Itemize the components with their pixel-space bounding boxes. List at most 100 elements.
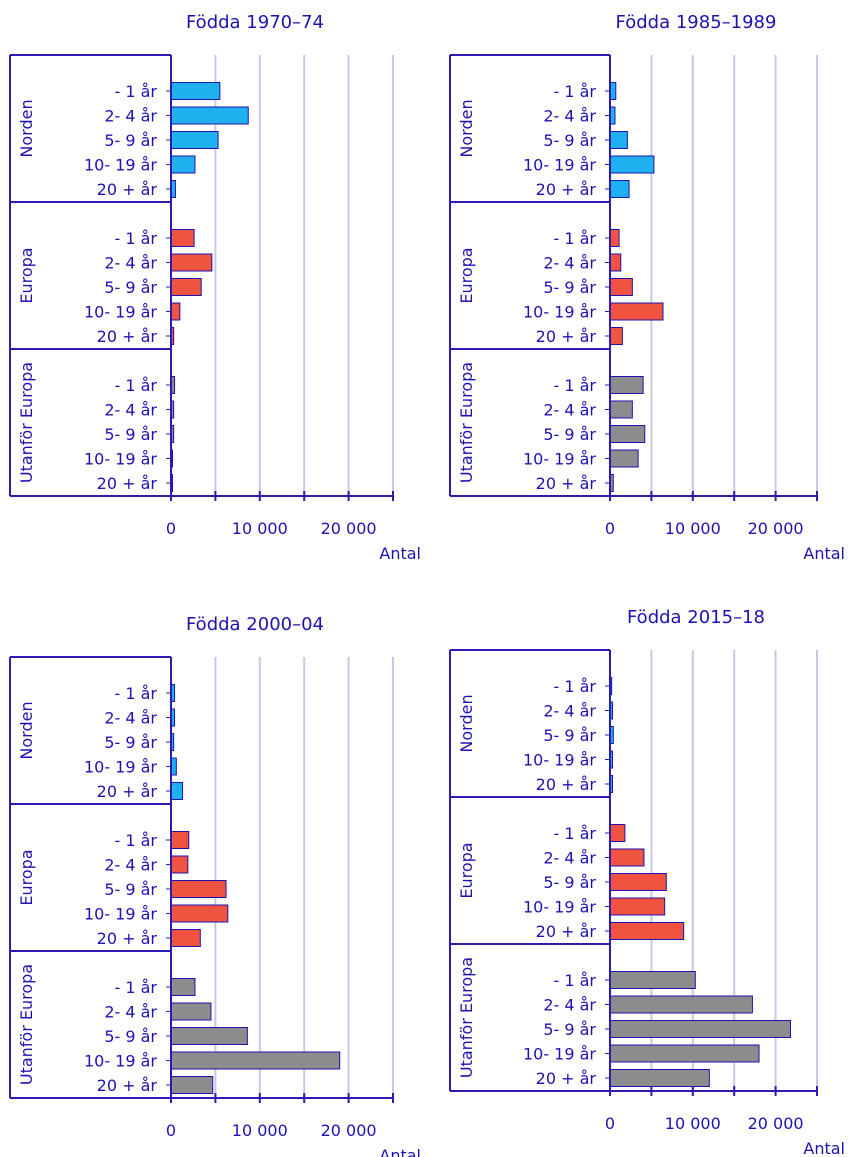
bar <box>609 302 664 321</box>
category-label: 2- 4 år <box>543 401 596 420</box>
group-label: Europa <box>457 842 476 898</box>
category-label: - 1 år <box>553 376 596 395</box>
group-label: Norden <box>17 99 36 157</box>
group-label: Europa <box>457 247 476 303</box>
chart-panel-4: Födda 2015–18 Norden - 1 år 2- 4 år 5- 9 år 1… <box>449 607 845 1157</box>
category-label: 20 + år <box>536 327 597 346</box>
category-label: 10- 19 år <box>84 905 157 924</box>
group-label: Europa <box>17 849 36 905</box>
chart-title: Födda 1970–74 <box>186 12 324 33</box>
category-label: 5- 9 år <box>104 425 157 444</box>
bar <box>170 978 196 996</box>
category-label: 10- 19 år <box>523 751 596 770</box>
category-label: 20 + år <box>97 474 158 493</box>
category-label: - 1 år <box>114 229 157 248</box>
bar <box>170 782 184 800</box>
bar <box>609 253 622 272</box>
category-label: - 1 år <box>114 82 157 101</box>
chart-title: Födda 2015–18 <box>627 607 765 628</box>
x-tick-label: 0 <box>605 1114 615 1133</box>
chart-panel-1: Födda 1970–74 Norden - 1 år 2- 4 år 5- 9 år 1… <box>9 12 421 563</box>
bar <box>170 1076 214 1094</box>
category-label: 10- 19 år <box>523 450 596 469</box>
bar <box>609 1044 760 1063</box>
x-tick-label: 20 000 <box>748 1114 804 1133</box>
bar <box>170 253 213 272</box>
category-label: 20 + år <box>536 775 597 794</box>
category-label: - 1 år <box>553 229 596 248</box>
bar <box>609 229 620 247</box>
bar <box>609 400 633 419</box>
category-label: - 1 år <box>553 82 596 101</box>
category-label: 20 + år <box>97 929 158 948</box>
chart-panel-2: Födda 1985–1989 Norden - 1 år 2- 4 år 5- 9 å… <box>449 12 845 563</box>
category-label: 5- 9 år <box>543 278 596 297</box>
bar <box>609 131 628 149</box>
bar <box>609 971 696 989</box>
category-label: - 1 år <box>553 971 596 990</box>
bar <box>609 449 639 468</box>
bar <box>609 155 655 174</box>
group-label: Utanför Europa <box>17 964 36 1085</box>
x-tick-label: 10 000 <box>665 1114 721 1133</box>
category-label: 2- 4 år <box>104 401 157 420</box>
group-label: Europa <box>17 247 36 303</box>
x-tick-label: 0 <box>605 519 615 538</box>
category-label: 20 + år <box>97 782 158 801</box>
category-label: 10- 19 år <box>523 898 596 917</box>
bar <box>170 929 201 947</box>
category-label: 5- 9 år <box>543 1020 596 1039</box>
bar <box>609 897 666 916</box>
bar <box>170 229 195 247</box>
bar <box>609 180 630 198</box>
chart-panel-3: Födda 2000–04 Norden - 1 år 2- 4 år 5- 9 år 1… <box>9 614 421 1157</box>
bar <box>170 855 189 874</box>
x-axis-label: Antal <box>803 544 845 563</box>
category-label: 2- 4 år <box>543 702 596 721</box>
x-tick-label: 10 000 <box>232 1121 288 1140</box>
bar <box>609 848 645 867</box>
x-axis-label: Antal <box>803 1139 845 1157</box>
category-label: 20 + år <box>97 180 158 199</box>
category-label: 2- 4 år <box>104 107 157 126</box>
bar <box>609 278 633 296</box>
bar <box>609 1069 710 1087</box>
category-label: 5- 9 år <box>104 733 157 752</box>
x-tick-label: 0 <box>166 519 176 538</box>
category-label: - 1 år <box>114 831 157 850</box>
category-label: 10- 19 år <box>523 156 596 175</box>
bar <box>609 425 646 443</box>
category-label: 20 + år <box>536 474 597 493</box>
x-tick-label: 20 000 <box>748 519 804 538</box>
category-label: 5- 9 år <box>104 880 157 899</box>
x-tick-label: 20 000 <box>321 519 377 538</box>
bar <box>609 376 644 394</box>
category-label: 20 + år <box>97 1076 158 1095</box>
category-label: 20 + år <box>536 1069 597 1088</box>
category-label: 2- 4 år <box>104 1003 157 1022</box>
bar <box>609 995 753 1014</box>
category-label: 5- 9 år <box>543 131 596 150</box>
bar <box>609 1020 792 1038</box>
chart-title: Födda 2000–04 <box>186 614 324 635</box>
x-tick-label: 10 000 <box>232 519 288 538</box>
category-label: 5- 9 år <box>543 726 596 745</box>
bar <box>170 1051 341 1070</box>
category-label: 10- 19 år <box>84 758 157 777</box>
category-label: 2- 4 år <box>104 856 157 875</box>
bar <box>170 302 181 321</box>
group-label: Norden <box>17 701 36 759</box>
x-tick-label: 10 000 <box>665 519 721 538</box>
bar <box>609 922 685 940</box>
category-label: - 1 år <box>114 376 157 395</box>
bar <box>170 880 227 898</box>
category-label: 10- 19 år <box>84 303 157 322</box>
chart-title: Födda 1985–1989 <box>616 12 777 33</box>
category-label: 10- 19 år <box>523 1045 596 1064</box>
bar <box>170 278 202 296</box>
bar <box>170 82 221 100</box>
category-label: 20 + år <box>536 922 597 941</box>
category-label: 10- 19 år <box>84 1052 157 1071</box>
category-label: 5- 9 år <box>543 425 596 444</box>
category-label: 2- 4 år <box>104 709 157 728</box>
